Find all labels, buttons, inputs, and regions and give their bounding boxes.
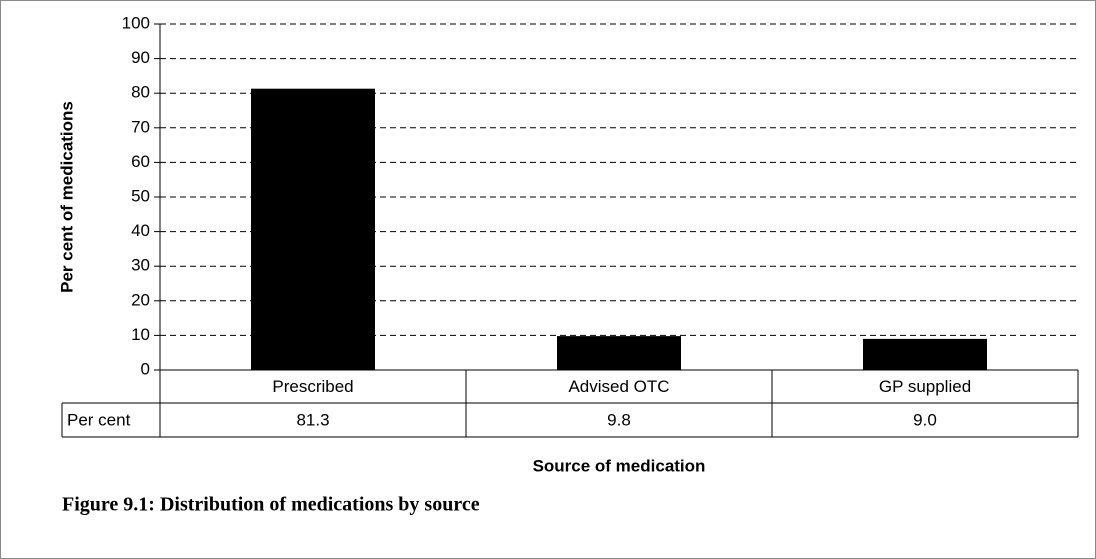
y-tick-label: 10	[131, 325, 150, 344]
x-tick-label: GP supplied	[879, 377, 971, 396]
y-tick-label: 80	[131, 83, 150, 102]
y-tick-label: 60	[131, 152, 150, 171]
y-tick-label: 40	[131, 221, 150, 240]
bar	[251, 88, 375, 371]
table-row-label: Per cent	[67, 410, 131, 429]
y-tick-label: 70	[131, 117, 150, 136]
table-value: 9.8	[607, 410, 631, 429]
y-tick-label: 20	[131, 290, 150, 309]
y-axis-label: Per cent of medications	[57, 101, 76, 293]
y-tick-label: 100	[122, 13, 150, 32]
y-tick-label: 0	[141, 359, 150, 378]
y-tick-label: 50	[131, 186, 150, 205]
caption: Figure 9.1: Distribution of medications …	[62, 494, 480, 516]
bar	[863, 338, 987, 370]
bar	[557, 336, 681, 370]
y-tick-label: 30	[131, 256, 150, 275]
table-value: 81.3	[296, 410, 329, 429]
x-tick-label: Advised OTC	[568, 377, 669, 396]
x-axis-label: Source of medication	[533, 456, 706, 475]
y-tick-label: 90	[131, 48, 150, 67]
table-value: 9.0	[913, 410, 937, 429]
x-tick-label: Prescribed	[272, 377, 353, 396]
